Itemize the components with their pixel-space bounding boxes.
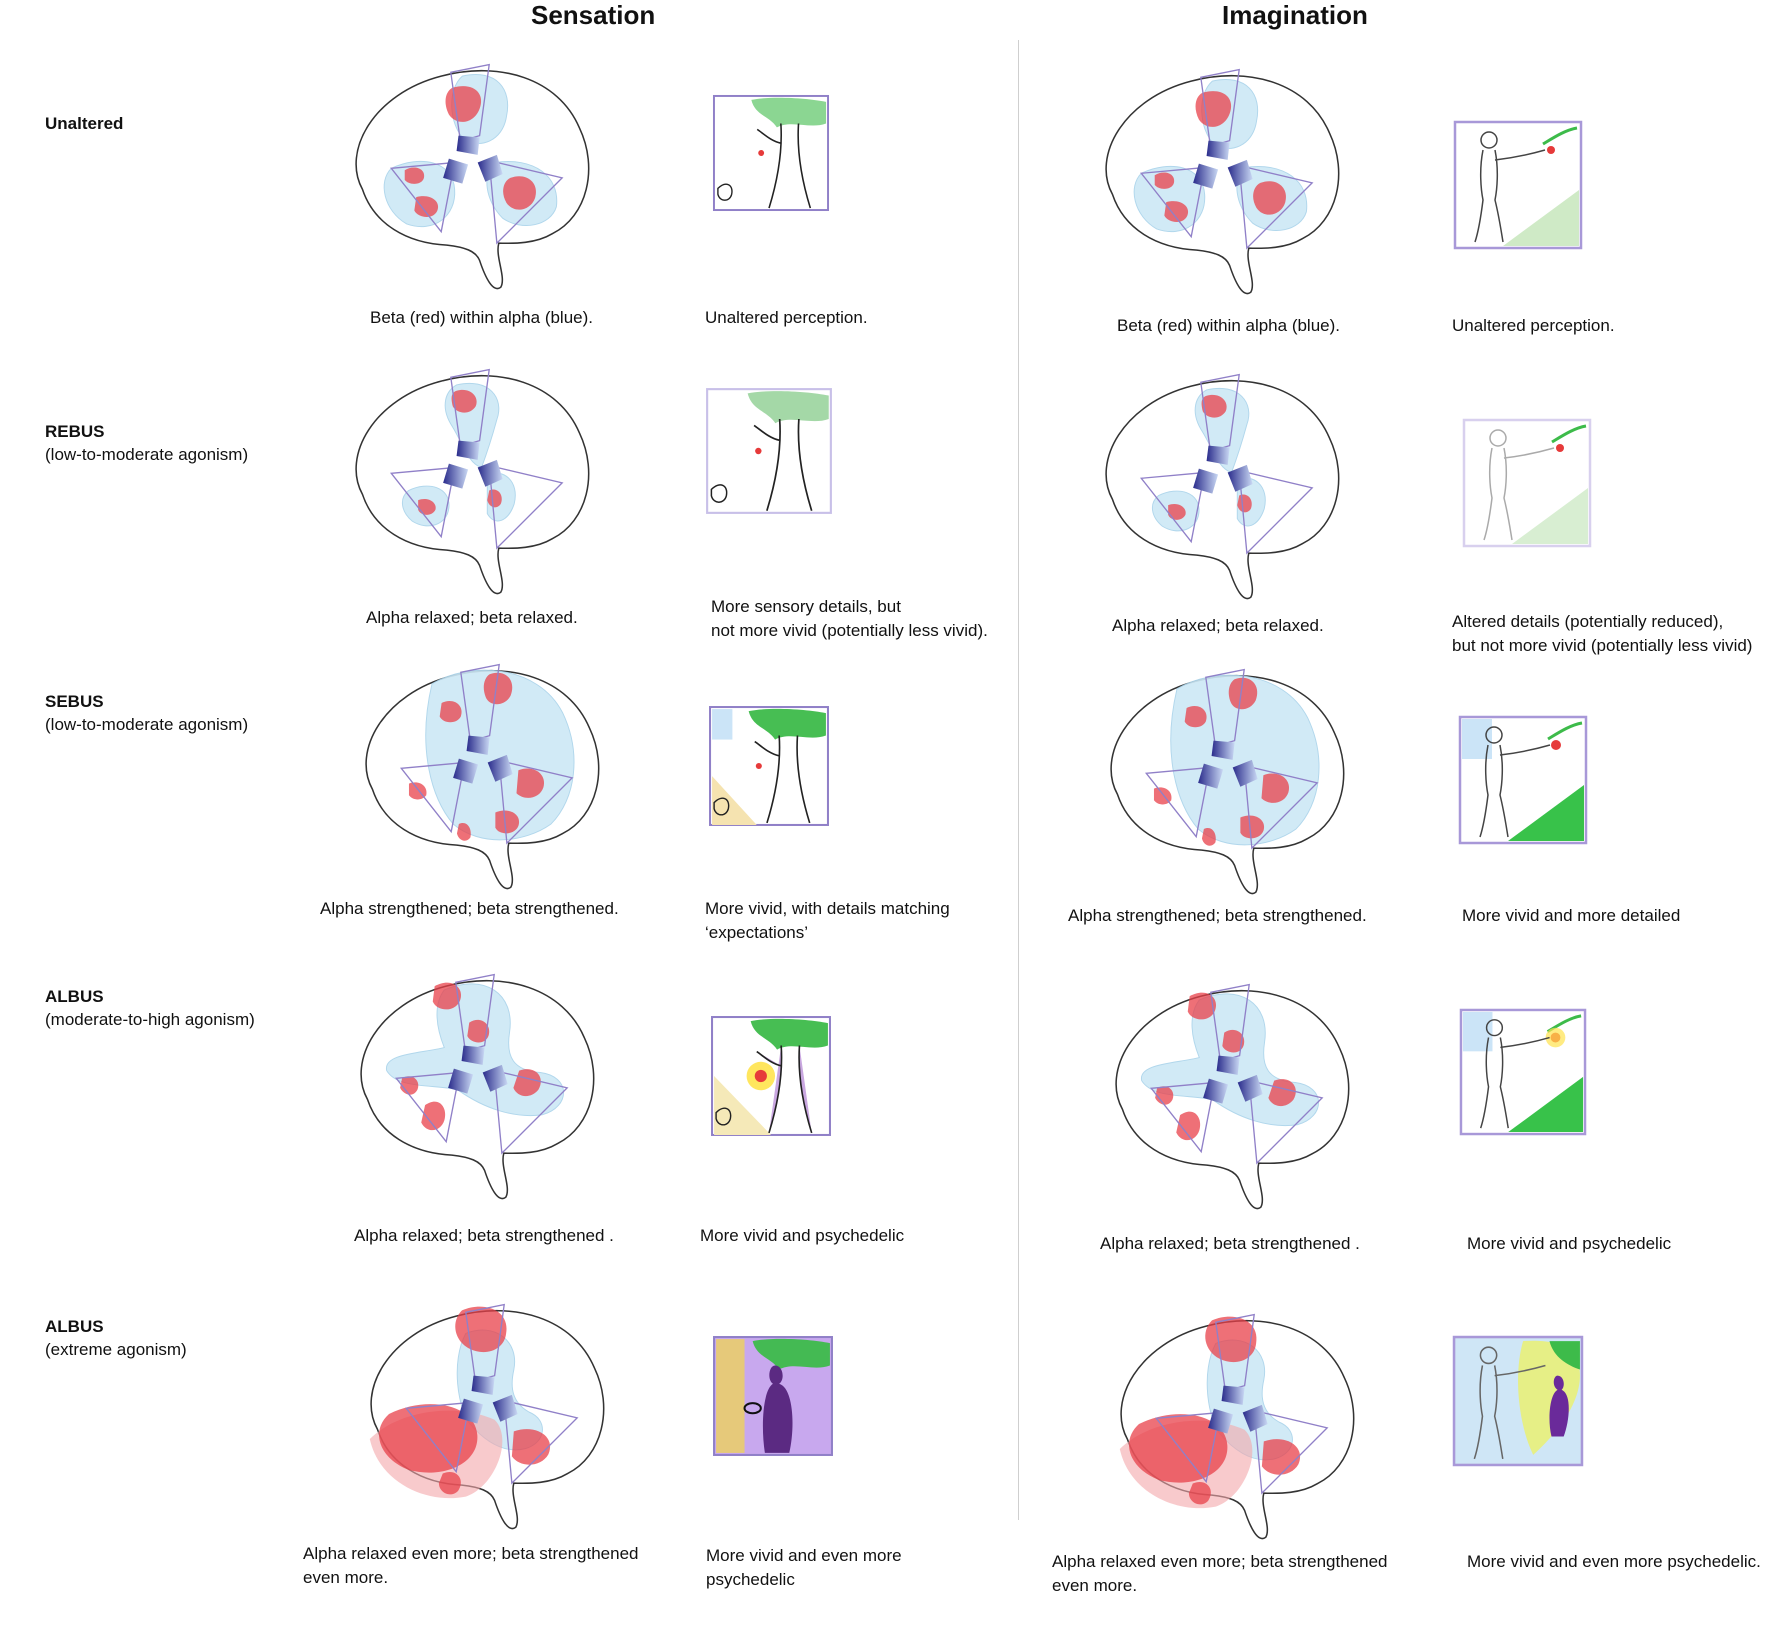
brain-diagram: [369, 1303, 605, 1530]
brain-caption: Alpha relaxed even more; beta strengthen…: [1052, 1552, 1388, 1595]
column-divider: [1018, 40, 1019, 1520]
scene-illustration: [709, 706, 829, 826]
scene-caption: More vivid and even more psychedelic.: [1467, 1552, 1761, 1571]
scene-illustration: [711, 1016, 831, 1136]
brain-diagram: [1105, 68, 1340, 295]
brain-caption: Alpha relaxed; beta relaxed.: [366, 608, 578, 627]
sensation-header: Sensation: [531, 0, 656, 30]
scene-caption: More vivid and more detailed: [1462, 906, 1681, 925]
row-sublabel: (low-to-moderate agonism): [45, 715, 249, 734]
scene-illustration: [1453, 120, 1583, 250]
brain-diagram: [1110, 668, 1345, 895]
row-label-rebus: REBUS (low-to-moderate agonism): [45, 420, 248, 466]
scene-caption: More sensory details, but not more vivid…: [711, 597, 988, 640]
scene-caption: Unaltered perception.: [705, 308, 868, 327]
brain-caption: Alpha relaxed; beta relaxed.: [1112, 616, 1324, 635]
brain-diagram: [360, 973, 595, 1200]
brain-caption: Alpha strengthened; beta strengthened.: [320, 899, 619, 918]
scene-illustration: [706, 388, 832, 514]
scene-caption: More vivid and even more psychedelic: [706, 1546, 902, 1589]
brain-caption: Alpha strengthened; beta strengthened.: [1068, 906, 1367, 925]
scene-caption: More vivid, with details matching ‘expec…: [705, 899, 950, 942]
row-label-albus-extreme: ALBUS (extreme agonism): [45, 1315, 187, 1361]
brain-diagram: [365, 663, 600, 890]
brain-caption: Beta (red) within alpha (blue).: [1117, 316, 1341, 335]
scene-caption: Altered details (potentially reduced), b…: [1452, 612, 1753, 655]
scene-illustration: [1452, 1335, 1584, 1467]
row-label-sebus: SEBUS (low-to-moderate agonism): [45, 690, 248, 736]
brain-caption: Alpha relaxed even more; beta strengthen…: [303, 1544, 639, 1587]
row-label-albus-moderate: ALBUS (moderate-to-high agonism): [45, 985, 255, 1031]
scene-caption: Unaltered perception.: [1452, 316, 1615, 335]
row-sublabel: (extreme agonism): [45, 1340, 187, 1359]
row-sublabel: (low-to-moderate agonism): [45, 445, 249, 464]
brain-diagram: [355, 63, 590, 290]
scene-illustration: [1459, 1008, 1587, 1136]
scene-illustration: [1462, 418, 1592, 548]
brain-diagram: [1119, 1313, 1355, 1540]
brain-caption: Alpha relaxed; beta strengthened .: [354, 1226, 614, 1245]
row-name: SEBUS: [45, 692, 104, 711]
row-name: Unaltered: [45, 114, 124, 133]
row-name: ALBUS: [45, 987, 104, 1006]
brain-caption: Alpha relaxed; beta strengthened .: [1100, 1234, 1360, 1253]
row-name: ALBUS: [45, 1317, 104, 1336]
scene-caption: More vivid and psychedelic: [1467, 1234, 1672, 1253]
brain-diagram: [355, 368, 590, 595]
scene-illustration: [713, 1336, 833, 1456]
scene-illustration: [712, 94, 830, 212]
scene-illustration: [1458, 715, 1588, 845]
scene-caption: More vivid and psychedelic: [700, 1226, 905, 1245]
brain-caption: Beta (red) within alpha (blue).: [370, 308, 594, 327]
row-sublabel: (moderate-to-high agonism): [45, 1010, 255, 1029]
brain-diagram: [1115, 983, 1350, 1210]
brain-diagram: [1105, 373, 1340, 600]
row-label-unaltered: Unaltered: [45, 112, 123, 135]
imagination-header: Imagination: [1222, 0, 1368, 30]
row-name: REBUS: [45, 422, 105, 441]
